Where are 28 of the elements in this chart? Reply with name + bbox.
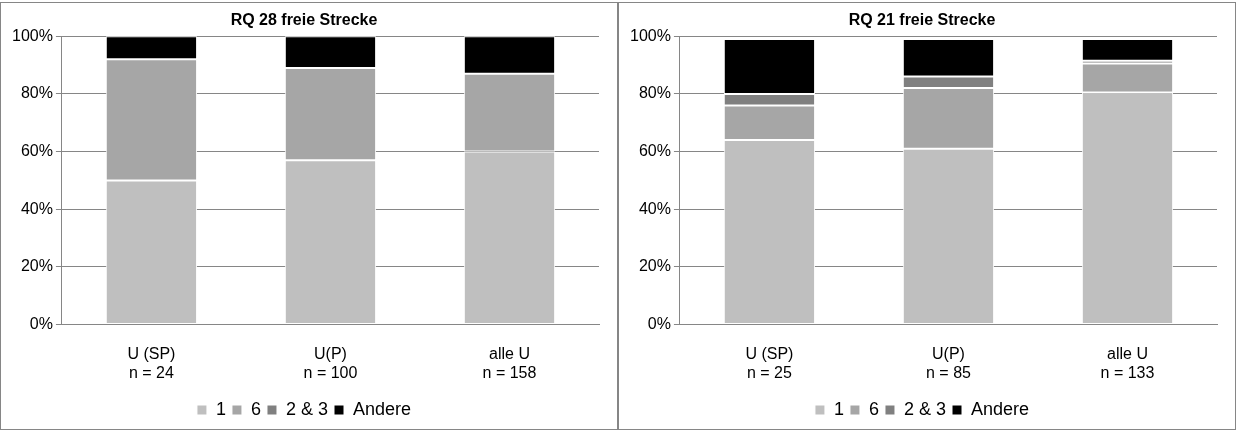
- legend-label: 6: [868, 398, 879, 419]
- legend-label: 1: [215, 398, 226, 419]
- legend-label: Andere: [971, 398, 1030, 419]
- x-tick-label: U (SP) n = 25: [745, 344, 794, 381]
- y-tick-label: 40%: [638, 199, 671, 217]
- y-tick-label: 100%: [630, 26, 671, 44]
- legend-label: 1: [833, 398, 844, 419]
- y-tick-label: 20%: [20, 257, 53, 275]
- y-tick-label: 80%: [638, 84, 671, 102]
- x-tick-label: U(P) n = 100: [303, 344, 358, 381]
- x-tick-label: alle U n = 158: [482, 344, 537, 381]
- chart-title: RQ 28 freie Strecke: [230, 11, 378, 29]
- x-tick-label: U (SP) n = 24: [127, 344, 176, 381]
- x-tick-label: U(P) n = 85: [925, 344, 972, 381]
- legend-label: Andere: [353, 398, 412, 419]
- y-tick-label: 0%: [29, 315, 53, 333]
- y-tick-label: 60%: [20, 141, 53, 159]
- legend-label: 2 & 3: [903, 398, 947, 419]
- y-tick-label: 40%: [20, 199, 53, 217]
- x-tick-label: alle U n = 133: [1100, 344, 1155, 381]
- legend-label: 6: [250, 398, 261, 419]
- y-tick-label: 100%: [12, 26, 53, 44]
- y-tick-label: 20%: [638, 257, 671, 275]
- legend-label: 2 & 3: [285, 398, 329, 419]
- chart-title: RQ 21 freie Strecke: [848, 11, 996, 29]
- y-tick-label: 0%: [647, 315, 671, 333]
- y-tick-label: 80%: [20, 84, 53, 102]
- y-tick-label: 60%: [638, 141, 671, 159]
